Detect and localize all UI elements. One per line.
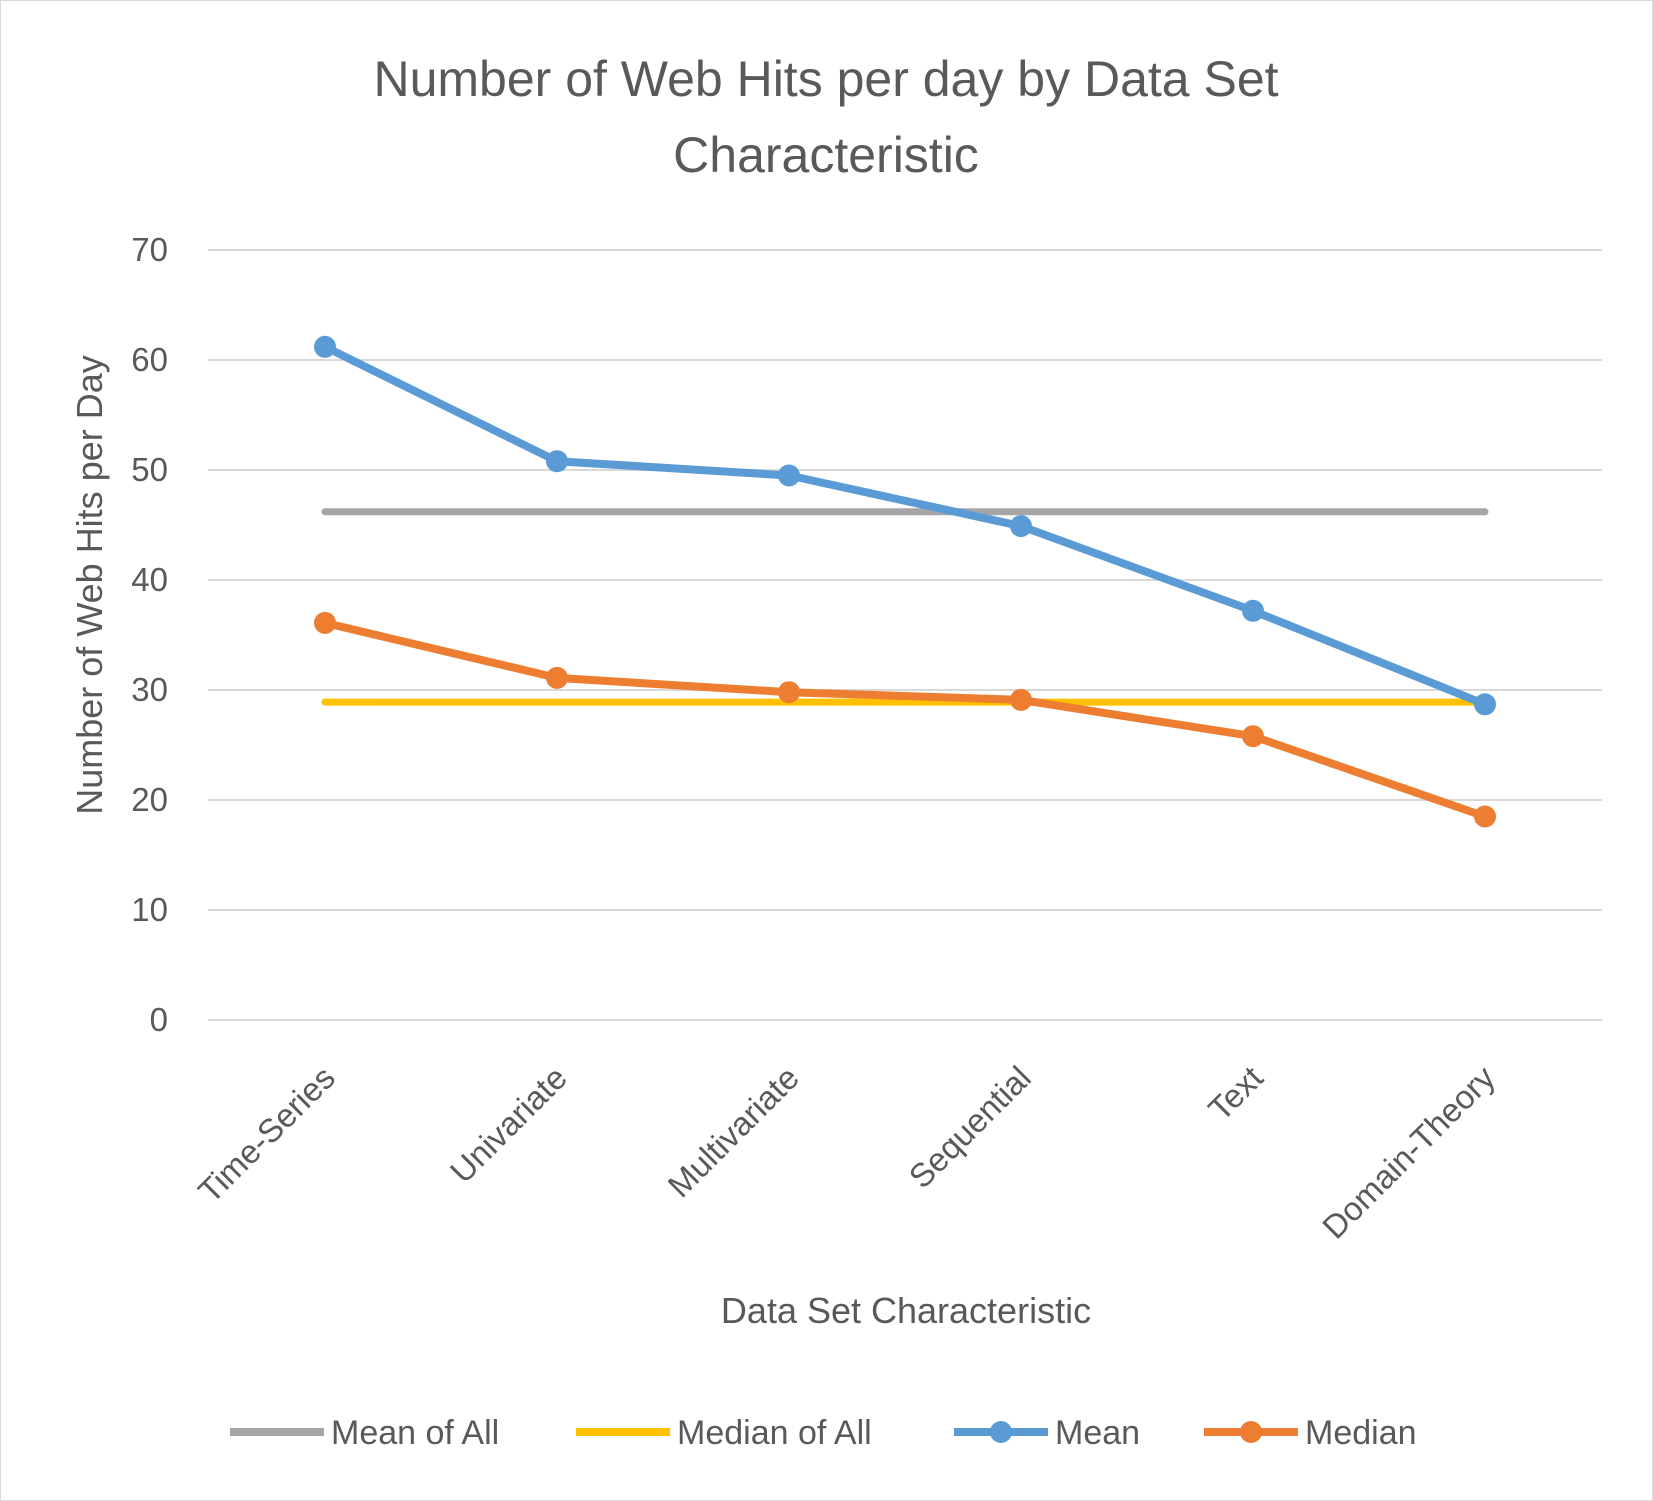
series-lines [314,335,1496,828]
data-point-median [546,666,568,689]
x-axis-title: Data Set Characteristic [721,1290,1091,1331]
y-tick-label: 20 [131,781,168,818]
data-point-mean [1242,599,1264,622]
y-tick-label: 0 [150,1001,168,1038]
x-tick-label: Time-Series [191,1059,342,1210]
y-tick-label: 10 [131,891,168,928]
gridlines [208,249,1602,1021]
y-tick-label: 40 [131,561,168,598]
chart-title-line-1: Number of Web Hits per day by Data Set [373,51,1278,107]
legend-label: Median of All [677,1414,872,1452]
data-point-mean [546,450,568,473]
legend-item-mean: Mean [954,1414,1140,1452]
y-axis-title: Number of Web Hits per Day [69,355,110,815]
data-point-mean [1010,515,1032,538]
series-line-median [321,618,1489,821]
x-tick-label: Multivariate [660,1059,805,1204]
y-tick-label: 50 [131,451,168,488]
legend-label: Mean of All [331,1414,499,1452]
legend-item-median: Median [1204,1414,1417,1452]
y-tick-label: 70 [131,231,168,268]
legend-item-mean-of-all: Mean of All [230,1414,499,1452]
series-median [314,611,1496,828]
series-line-mean [321,342,1489,709]
data-point-median [1010,688,1032,711]
legend-marker [990,1421,1012,1443]
chart-title-line-2: Characteristic [673,127,979,183]
x-tick-label: Text [1201,1059,1270,1128]
legend-item-median-of-all: Median of All [576,1414,872,1452]
x-tick-label: Univariate [443,1059,574,1190]
data-point-mean [314,335,336,358]
legend: Mean of All Median of All Mean Median [230,1414,1417,1452]
y-tick-label: 30 [131,671,168,708]
data-point-median [314,611,336,634]
x-axis-tick-labels: Time-Series Univariate Multivariate Sequent… [191,1058,1502,1245]
legend-marker [1240,1421,1262,1443]
data-point-mean [1474,693,1496,716]
data-point-median [778,681,800,704]
data-point-median [1242,725,1264,748]
data-point-mean [778,464,800,487]
x-tick-label: Domain-Theory [1315,1058,1502,1245]
y-tick-label: 60 [131,341,168,378]
legend-label: Mean [1055,1414,1140,1452]
y-axis-tick-labels: 0 10 20 30 40 50 60 70 [131,231,168,1038]
legend-label: Median [1305,1414,1417,1452]
series-mean [314,335,1496,716]
x-tick-label: Sequential [902,1059,1038,1195]
data-point-median [1474,805,1496,828]
